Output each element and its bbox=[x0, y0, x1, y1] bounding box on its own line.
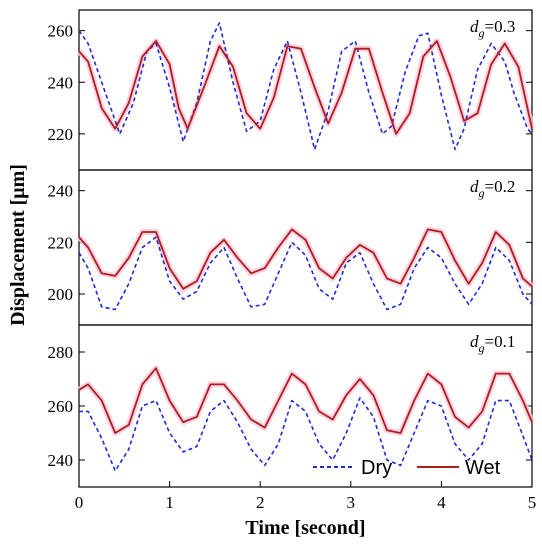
panel-label-subscript: g bbox=[479, 186, 485, 200]
y-axis-title: Displacement [μm] bbox=[7, 164, 29, 326]
wet-series-line bbox=[78, 367, 533, 434]
x-tick-label: 0 bbox=[75, 493, 84, 512]
y-tick-label: 240 bbox=[48, 451, 74, 470]
x-tick-label: 1 bbox=[165, 493, 174, 512]
y-tick-label: 200 bbox=[48, 285, 74, 304]
panel-label-subscript: g bbox=[479, 26, 485, 40]
dry-series-line bbox=[78, 236, 533, 311]
dry-series-line bbox=[78, 22, 533, 151]
panel-label-symbol: d bbox=[470, 17, 479, 36]
wet-series-line bbox=[78, 228, 533, 290]
y-tick-label: 220 bbox=[48, 233, 74, 252]
legend-label-wet: Wet bbox=[465, 457, 501, 479]
panel-label-symbol: d bbox=[470, 332, 479, 351]
panel-label-symbol: d bbox=[470, 177, 479, 196]
y-tick-label: 260 bbox=[48, 397, 74, 416]
panel-label-subscript: g bbox=[479, 341, 485, 355]
y-tick-label: 220 bbox=[48, 125, 74, 144]
x-tick-label: 5 bbox=[528, 493, 537, 512]
panel-label-value: =0.2 bbox=[485, 177, 516, 196]
x-tick-label: 3 bbox=[347, 493, 356, 512]
x-tick-label: 4 bbox=[437, 493, 446, 512]
wet-series-band bbox=[76, 226, 534, 292]
y-tick-label: 240 bbox=[48, 73, 74, 92]
panel-label: dg=0.1 bbox=[470, 332, 515, 355]
panel-frame bbox=[78, 169, 533, 326]
y-tick-label: 240 bbox=[48, 182, 74, 201]
x-axis-title: Time [second] bbox=[245, 517, 365, 539]
panel-label-value: =0.1 bbox=[485, 332, 516, 351]
panel-label: dg=0.3 bbox=[470, 17, 515, 40]
panel-frame bbox=[78, 9, 533, 171]
wet-series-line bbox=[78, 40, 533, 135]
y-tick-label: 280 bbox=[48, 343, 74, 362]
dry-series-line bbox=[79, 397, 533, 472]
x-tick-label: 2 bbox=[256, 493, 265, 512]
y-tick-label: 260 bbox=[48, 22, 74, 41]
panel-label-value: =0.3 bbox=[485, 17, 516, 36]
legend-label-dry: Dry bbox=[361, 457, 392, 479]
panel-label: dg=0.2 bbox=[470, 177, 515, 200]
